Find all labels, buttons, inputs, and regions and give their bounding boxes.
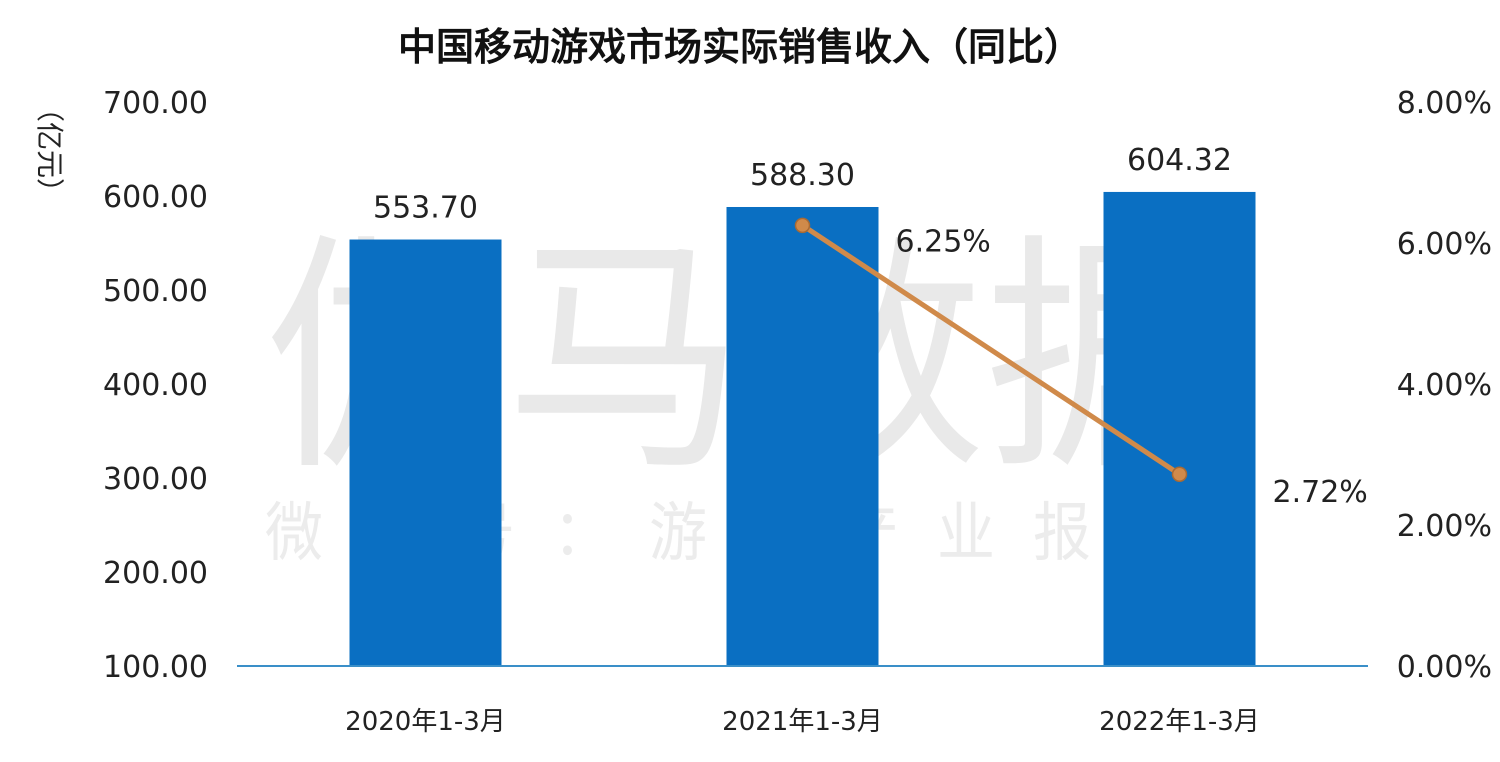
y-left-tick-label: 300.00 [103, 462, 208, 497]
bar-series [349, 191, 1256, 667]
y-axis-left: 100.00 200.00 300.00 400.00 500.00 600.00 700.… [103, 86, 208, 685]
bar-data-label: 604.32 [1127, 143, 1232, 178]
x-tick-label: 2021年1-3月 [722, 707, 883, 737]
y-right-tick-label: 6.00% [1397, 227, 1492, 262]
bar-data-labels: 553.70 588.30 604.32 [373, 143, 1232, 226]
line-series [794, 217, 1188, 482]
x-tick-label: 2022年1-3月 [1099, 707, 1260, 737]
y-left-tick-label: 200.00 [103, 556, 208, 591]
bar-data-label: 588.30 [750, 158, 855, 193]
bar [1103, 191, 1256, 666]
line-data-labels: 6.25% 2.72% [896, 224, 1368, 510]
y-right-tick-label: 2.00% [1397, 509, 1492, 544]
bar-data-label: 553.70 [373, 191, 478, 226]
y-axis-unit: （亿元） [33, 94, 66, 206]
y-right-tick-label: 8.00% [1397, 86, 1492, 121]
y-left-tick-label: 100.00 [103, 650, 208, 685]
line-data-label: 6.25% [896, 224, 991, 259]
chart-title: 中国移动游戏市场实际销售收入（同比） [398, 25, 1082, 69]
y-left-tick-label: 600.00 [103, 180, 208, 215]
y-right-tick-label: 0.00% [1397, 650, 1492, 685]
y-axis-right: 0.00% 2.00% 4.00% 6.00% 8.00% [1397, 86, 1492, 685]
x-axis: 2020年1-3月 2021年1-3月 2022年1-3月 [345, 707, 1260, 737]
line-path [800, 222, 1182, 477]
line-point [1171, 466, 1188, 482]
line-point [794, 217, 811, 234]
y-left-tick-label: 400.00 [103, 368, 208, 403]
x-tick-label: 2020年1-3月 [345, 707, 506, 737]
line-data-label: 2.72% [1273, 475, 1368, 510]
y-left-tick-label: 700.00 [103, 86, 208, 121]
bar [349, 239, 502, 666]
bar [726, 206, 879, 667]
y-left-tick-label: 500.00 [103, 274, 208, 309]
y-right-tick-label: 4.00% [1397, 368, 1492, 403]
